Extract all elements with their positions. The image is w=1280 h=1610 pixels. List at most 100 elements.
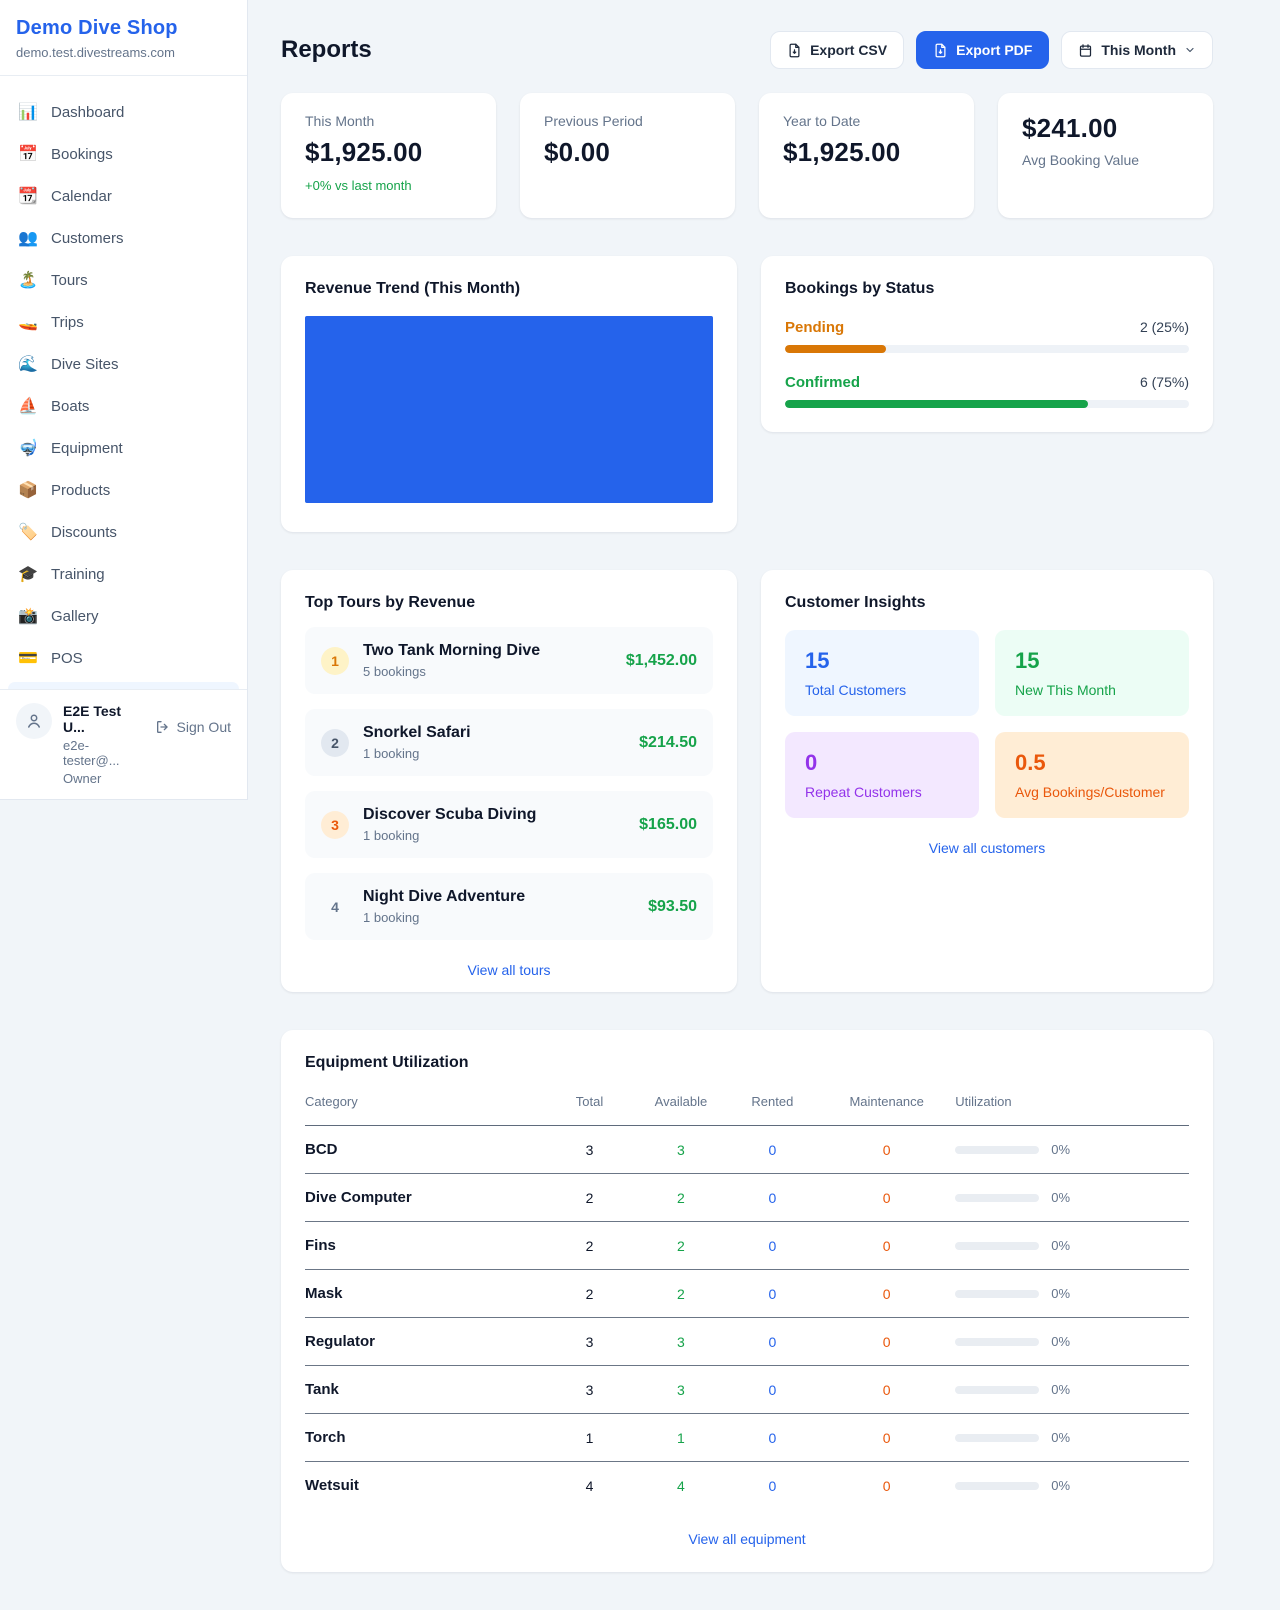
sidebar-nav-item[interactable]: 🏝️ Tours — [8, 260, 239, 300]
utilization-cell: 0% — [955, 1334, 1189, 1349]
stats-row: This Month $1,925.00 +0% vs last month P… — [281, 93, 1213, 218]
period-dropdown[interactable]: This Month — [1061, 31, 1213, 69]
nav-item-icon: 🏷️ — [18, 524, 38, 541]
tour-name: Snorkel Safari — [363, 724, 471, 741]
tour-bookings: 1 booking — [363, 828, 420, 843]
tour-amount: $165.00 — [639, 815, 697, 833]
sidebar-nav-item[interactable]: 🎓 Training — [8, 554, 239, 594]
tour-bookings: 5 bookings — [363, 664, 426, 679]
equipment-rented: 0 — [726, 1173, 819, 1222]
view-all-customers-link[interactable]: View all customers — [928, 840, 1046, 856]
equipment-available: 3 — [635, 1365, 727, 1414]
status-progress-fill — [785, 400, 1088, 408]
stat-card-year-to-date: Year to Date $1,925.00 — [759, 93, 974, 218]
sidebar-nav-item[interactable]: 🌊 Dive Sites — [8, 344, 239, 384]
revenue-trend-card: Revenue Trend (This Month) — [281, 256, 737, 532]
export-pdf-button[interactable]: Export PDF — [916, 31, 1050, 69]
utilization-bar — [955, 1337, 1040, 1346]
insight-label: New This Month — [1015, 682, 1116, 698]
utilization-bar — [955, 1433, 1040, 1442]
sidebar-nav-item[interactable]: 📦 Products — [8, 470, 239, 510]
stat-card-avg-booking-value: $241.00 Avg Booking Value — [998, 93, 1213, 218]
insight-tile: 15 New This Month — [995, 630, 1189, 716]
equipment-rented: 0 — [726, 1413, 819, 1462]
equipment-total: 2 — [543, 1221, 636, 1270]
utilization-cell: 0% — [955, 1382, 1189, 1397]
insight-value: 0.5 — [1015, 750, 1046, 775]
nav-item-label: Dashboard — [51, 103, 125, 121]
sidebar-nav: 📊 Dashboard 📅 Bookings 📆 Calendar 👥 Cust… — [0, 76, 247, 682]
shop-domain: demo.test.divestreams.com — [16, 45, 175, 60]
equipment-table-row: Mask 2 2 0 0 0% — [305, 1269, 1189, 1318]
shop-name: Demo Dive Shop — [16, 17, 178, 39]
insights-row: Top Tours by Revenue 1 Two Tank Morning … — [281, 570, 1213, 992]
equipment-maintenance: 0 — [818, 1269, 956, 1318]
nav-item-label: Customers — [51, 229, 124, 247]
sidebar-nav-item[interactable]: ⛵ Boats — [8, 386, 239, 426]
tour-bookings: 1 booking — [363, 746, 420, 761]
tour-list-item: 2 Snorkel Safari 1 booking $214.50 — [305, 709, 713, 776]
header-actions: Export CSV Export PDF This Month — [770, 31, 1213, 69]
sidebar-nav-item[interactable]: 🚤 Trips — [8, 302, 239, 342]
sidebar-nav-item[interactable]: 📅 Bookings — [8, 134, 239, 174]
equipment-table-header: Category Total Available Rented Maintena… — [305, 1086, 1189, 1126]
equipment-maintenance: 0 — [882, 1477, 891, 1494]
view-all-equipment-link[interactable]: View all equipment — [688, 1531, 806, 1547]
view-all-tours-link[interactable]: View all tours — [467, 962, 551, 978]
column-header-available: Available — [635, 1086, 727, 1126]
insight-tile: 0 Repeat Customers — [785, 732, 979, 818]
status-label: Pending — [785, 319, 845, 336]
equipment-category: Wetsuit — [305, 1477, 359, 1494]
chevron-down-icon — [1186, 47, 1194, 53]
status-progress-fill — [785, 345, 886, 353]
sidebar-nav-item[interactable]: 👥 Customers — [8, 218, 239, 258]
nav-item-icon: 📸 — [18, 608, 38, 625]
sidebar-nav-item[interactable]: 📸 Gallery — [8, 596, 239, 636]
equipment-category: Mask — [305, 1269, 544, 1318]
sidebar-nav-item[interactable]: 🏷️ Discounts — [8, 512, 239, 552]
nav-active-item-partial[interactable] — [8, 682, 239, 689]
card-title: Top Tours by Revenue — [305, 594, 476, 611]
nav-item-icon: 🎓 — [18, 566, 38, 583]
card-title: Customer Insights — [785, 594, 926, 611]
column-header-maintenance: Maintenance — [818, 1086, 956, 1126]
nav-item-icon: 📦 — [18, 482, 38, 499]
sidebar-header: Demo Dive Shop demo.test.divestreams.com — [0, 0, 247, 76]
rank-badge: 4 — [331, 898, 339, 915]
equipment-maintenance: 0 — [818, 1317, 956, 1366]
utilization-bar — [955, 1289, 1040, 1298]
sign-out-button[interactable]: Sign Out — [155, 719, 231, 735]
nav-item-label: Products — [51, 481, 111, 499]
utilization-percent: 0% — [1051, 1142, 1071, 1157]
equipment-total: 2 — [543, 1269, 636, 1318]
equipment-table: Category Total Available Rented Maintena… — [305, 1086, 1189, 1509]
sidebar-nav-item[interactable]: 📊 Dashboard — [8, 92, 239, 132]
equipment-utilization-card: Equipment Utilization Category Total Ava… — [281, 1030, 1213, 1572]
rank-badge: 1 — [321, 646, 349, 675]
utilization-percent: 0% — [1051, 1430, 1071, 1445]
stat-value: $241.00 — [1022, 113, 1118, 143]
tour-bookings: 1 booking — [363, 910, 420, 925]
utilization-cell: 0% — [955, 1478, 1189, 1493]
sidebar-nav-item[interactable]: 📆 Calendar — [8, 176, 239, 216]
nav-item-label: Tours — [51, 271, 88, 289]
status-row: Confirmed 6 (75%) — [785, 374, 1189, 408]
equipment-available: 3 — [635, 1317, 727, 1366]
utilization-percent: 0% — [1051, 1190, 1071, 1205]
equipment-category: BCD — [305, 1125, 544, 1174]
equipment-available: 4 — [677, 1477, 685, 1494]
insight-grid: 15 Total Customers 15 New This Month 0 R… — [785, 630, 1189, 818]
equipment-category: Fins — [305, 1221, 544, 1270]
nav-item-icon: 💳 — [18, 650, 38, 667]
export-csv-button[interactable]: Export CSV — [770, 31, 905, 69]
stat-change: +0% vs last month — [305, 178, 412, 193]
sidebar-nav-item[interactable]: 🤿 Equipment — [8, 428, 239, 468]
stat-label: Previous Period — [544, 113, 643, 129]
equipment-available: 1 — [635, 1413, 727, 1462]
utilization-percent: 0% — [1051, 1478, 1071, 1493]
status-progress-track — [785, 345, 1189, 353]
sidebar-nav-item[interactable]: 💳 POS — [8, 638, 239, 678]
equipment-maintenance: 0 — [818, 1125, 956, 1174]
status-row: Pending 2 (25%) — [785, 319, 1189, 353]
status-label: Confirmed — [785, 374, 860, 391]
